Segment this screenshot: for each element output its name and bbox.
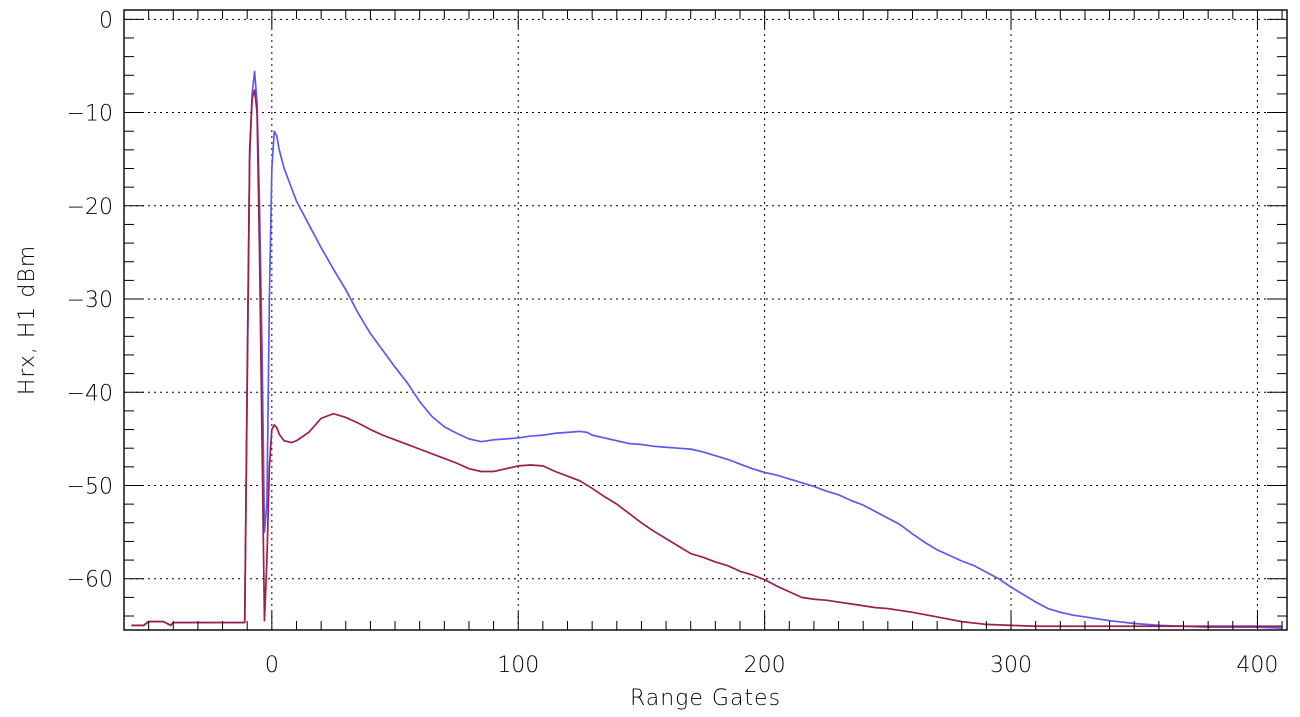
y-tick-label: −60 (67, 568, 113, 593)
x-tick-label: 100 (497, 653, 539, 678)
y-tick-label: 0 (99, 8, 113, 33)
x-tick-label: 0 (265, 653, 279, 678)
y-tick-label: −50 (67, 474, 113, 499)
series-group (131, 70, 1283, 629)
y-axis-title: Hrx, H1 dBm (15, 245, 40, 395)
y-tick-label: −40 (67, 381, 113, 406)
series-line-1 (131, 70, 1283, 629)
x-tick-label: 200 (744, 653, 786, 678)
y-tick-label: −10 (67, 102, 113, 127)
axis-ticks (123, 10, 1287, 630)
x-axis-title: Range Gates (630, 686, 781, 711)
y-tick-label: −20 (67, 195, 113, 220)
series-line-2 (131, 89, 1283, 628)
x-tick-label: 400 (1236, 653, 1278, 678)
plot-frame (123, 9, 1288, 631)
y-tick-label: −30 (67, 288, 113, 313)
x-tick-label: 300 (990, 653, 1032, 678)
tick-labels: 0 100 200 300 400 0 −10 −20 −30 −40 −50 −60 (67, 8, 1279, 678)
grid-lines (124, 10, 1287, 630)
